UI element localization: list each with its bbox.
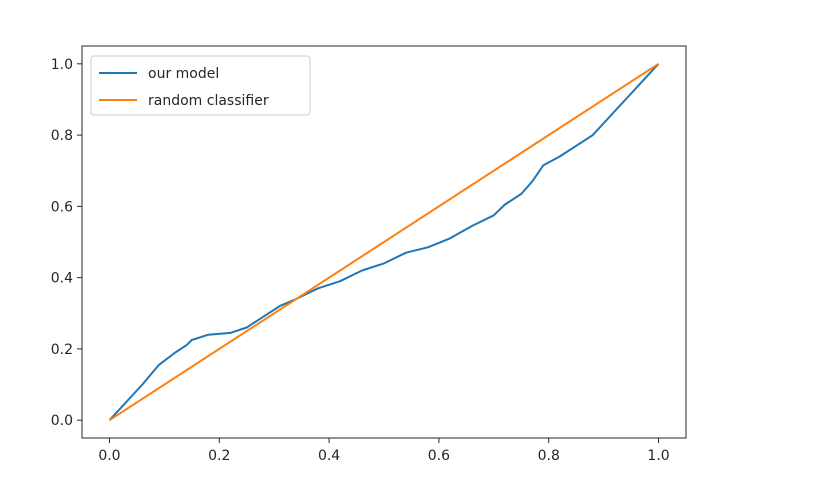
- x-tick-label: 0.2: [208, 448, 230, 464]
- x-tick-label: 0.8: [538, 448, 560, 464]
- y-tick-label: 0.8: [51, 128, 73, 144]
- series-layer: [108, 62, 660, 422]
- plot-area-frame: [81, 45, 687, 439]
- x-tick-label: 1.0: [647, 448, 669, 464]
- x-tick-label: 0.6: [428, 448, 450, 464]
- y-tick-label: 1.0: [51, 57, 73, 73]
- legend-label-our-model: our model: [148, 66, 219, 82]
- y-axis-ticks: 0.0 0.2 0.4 0.6 0.8 1.0: [51, 57, 82, 429]
- legend: our model random classifier: [90, 55, 311, 116]
- x-axis-ticks: 0.0 0.2 0.4 0.6 0.8 1.0: [98, 438, 670, 464]
- legend-box: [90, 55, 311, 116]
- series-line-random-classifier: [108, 62, 660, 422]
- y-tick-label: 0.0: [51, 413, 73, 429]
- legend-label-random-classifier: random classifier: [148, 93, 269, 109]
- y-tick-label: 0.6: [51, 199, 73, 215]
- x-tick-label: 0.0: [98, 448, 120, 464]
- series-line-our-model: [108, 63, 660, 421]
- y-tick-label: 0.4: [51, 271, 73, 287]
- x-tick-label: 0.4: [318, 448, 340, 464]
- y-tick-label: 0.2: [51, 342, 73, 358]
